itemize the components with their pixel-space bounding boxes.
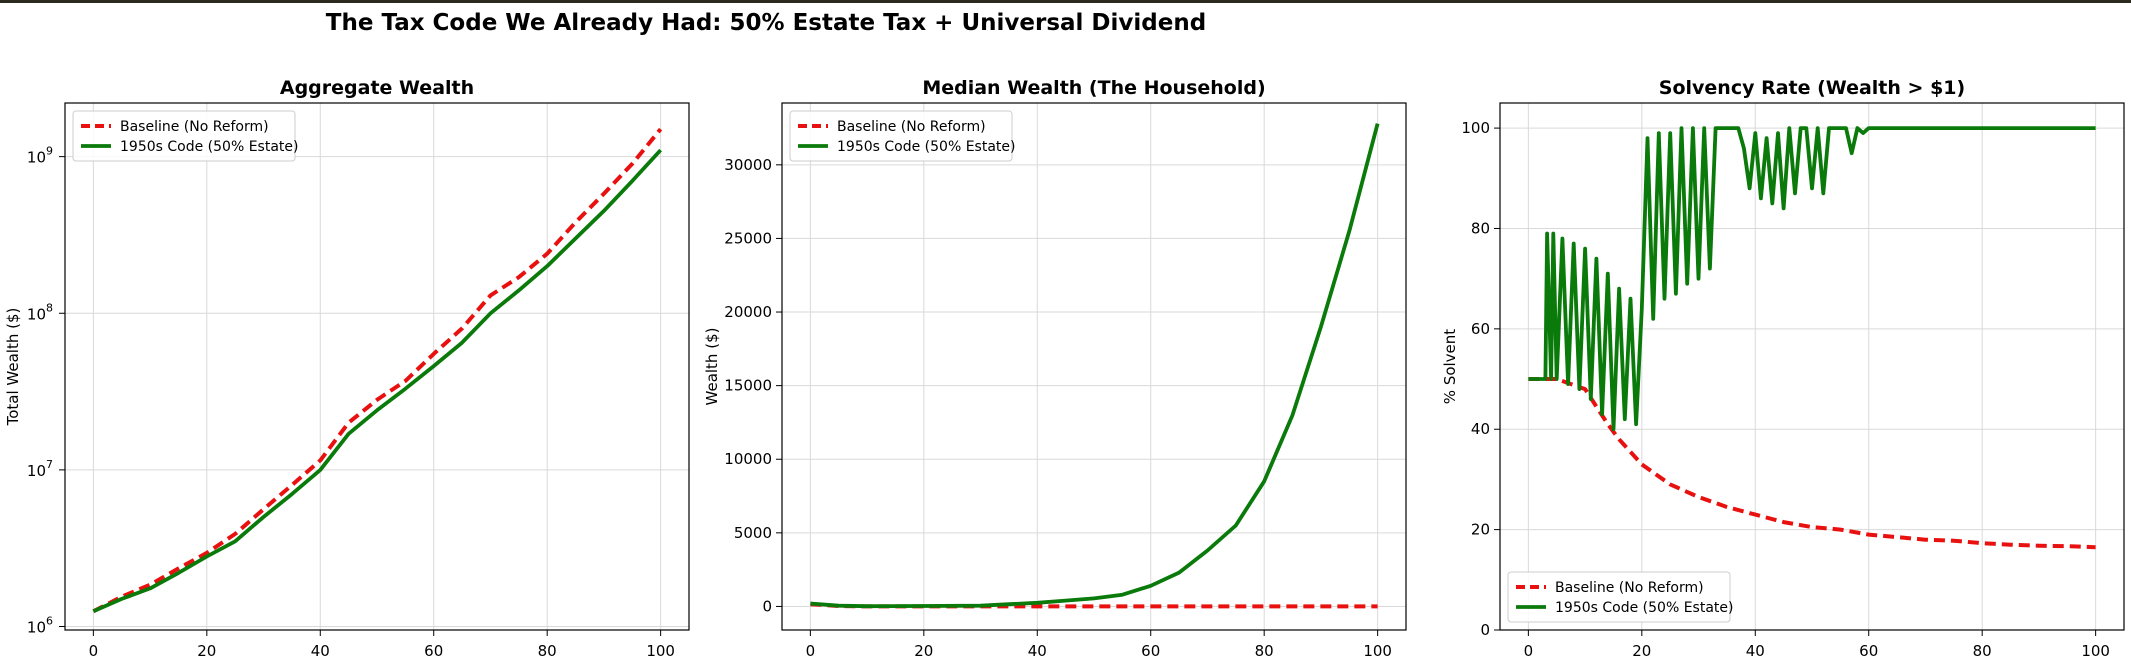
- panel-title: Solvency Rate (Wealth > $1): [1659, 77, 1965, 99]
- y-tick-label: 80: [1471, 219, 1490, 237]
- baseline-series-line: [1528, 377, 2096, 550]
- x-tick-label: 20: [197, 642, 216, 660]
- x-tick-label: 60: [424, 642, 443, 660]
- legend-entry: 1950s Code (50% Estate): [837, 139, 1015, 155]
- x-tick-label: 0: [89, 642, 99, 660]
- x-tick-label: 20: [914, 642, 933, 660]
- legend-box: [72, 110, 296, 162]
- reform-series-line: [92, 148, 662, 614]
- legend: Baseline (No Reform) 1950s Code (50% Esta…: [72, 110, 298, 162]
- y-tick-label: 25000: [724, 229, 772, 247]
- y-tick-label: 0: [1480, 621, 1490, 639]
- baseline-series-line: [92, 127, 663, 614]
- x-tick-label: 20: [1632, 642, 1651, 660]
- x-tick-label: 40: [311, 642, 330, 660]
- legend-box: [1507, 571, 1731, 623]
- reform-series-line: [810, 123, 1380, 609]
- y-tick-label: 109: [27, 145, 53, 167]
- legend-entry: Baseline (No Reform): [1555, 580, 1704, 596]
- x-tick-label: 60: [1141, 642, 1160, 660]
- legend-box: [789, 110, 1013, 162]
- x-tick-label: 60: [1859, 642, 1878, 660]
- y-tick-label: 100: [1461, 119, 1490, 137]
- y-axis-label: Wealth ($): [703, 328, 721, 406]
- legend-entry: Baseline (No Reform): [120, 119, 269, 135]
- y-tick-label: 20: [1471, 521, 1490, 539]
- panel-1: 0 20 40 60 80 100 106 107 108 109 Aggregate Wealth…: [4, 77, 690, 660]
- top-border: [0, 0, 2131, 3]
- x-tick-label: 80: [1973, 642, 1992, 660]
- x-tick-label: 100: [646, 642, 675, 660]
- x-tick-label: 100: [2081, 642, 2110, 660]
- y-axis-label: Total Wealth ($): [4, 308, 22, 427]
- panel-2: 0 20 40 60 80 100 0 5000 10000 15000 20000 25000 300…: [703, 77, 1407, 660]
- y-tick-label: 106: [27, 615, 53, 637]
- y-tick-label: 0: [762, 597, 772, 615]
- x-tick-label: 80: [1255, 642, 1274, 660]
- panel-3: 0 20 40 60 80 100 0 20 40 60 80 100 Solvency Rate (W…: [1441, 77, 2125, 660]
- x-tick-label: 0: [1524, 642, 1534, 660]
- y-tick-label: 108: [27, 301, 53, 323]
- y-tick-label: 107: [27, 458, 53, 480]
- x-tick-label: 40: [1746, 642, 1765, 660]
- axes-frame: [64, 102, 690, 631]
- y-tick-label: 10000: [724, 450, 772, 468]
- axes-frame: [781, 102, 1407, 631]
- y-tick-label: 15000: [724, 377, 772, 395]
- legend-entry: 1950s Code (50% Estate): [120, 139, 298, 155]
- reform-series-line: [1528, 126, 2096, 432]
- y-tick-label: 30000: [724, 156, 772, 174]
- legend-entry: 1950s Code (50% Estate): [1555, 600, 1733, 616]
- legend: Baseline (No Reform) 1950s Code (50% Esta…: [1507, 571, 1733, 623]
- x-tick-label: 100: [1363, 642, 1392, 660]
- x-tick-label: 40: [1028, 642, 1047, 660]
- y-tick-label: 60: [1471, 320, 1490, 338]
- axes-frame: [1499, 102, 2125, 631]
- y-axis-label: % Solvent: [1441, 329, 1459, 404]
- panel-title: Aggregate Wealth: [280, 77, 474, 99]
- x-tick-label: 0: [806, 642, 816, 660]
- figure-title: The Tax Code We Already Had: 50% Estate …: [326, 10, 1206, 36]
- y-tick-label: 20000: [724, 303, 772, 321]
- panel-title: Median Wealth (The Household): [922, 77, 1265, 99]
- y-tick-label: 40: [1471, 420, 1490, 438]
- legend: Baseline (No Reform) 1950s Code (50% Esta…: [789, 110, 1015, 162]
- chart-panels: 0 20 40 60 80 100 106 107 108 109 Aggregate Wealth…: [4, 77, 2125, 660]
- y-tick-label: 5000: [734, 524, 772, 542]
- legend-entry: Baseline (No Reform): [837, 119, 986, 135]
- x-tick-label: 80: [538, 642, 557, 660]
